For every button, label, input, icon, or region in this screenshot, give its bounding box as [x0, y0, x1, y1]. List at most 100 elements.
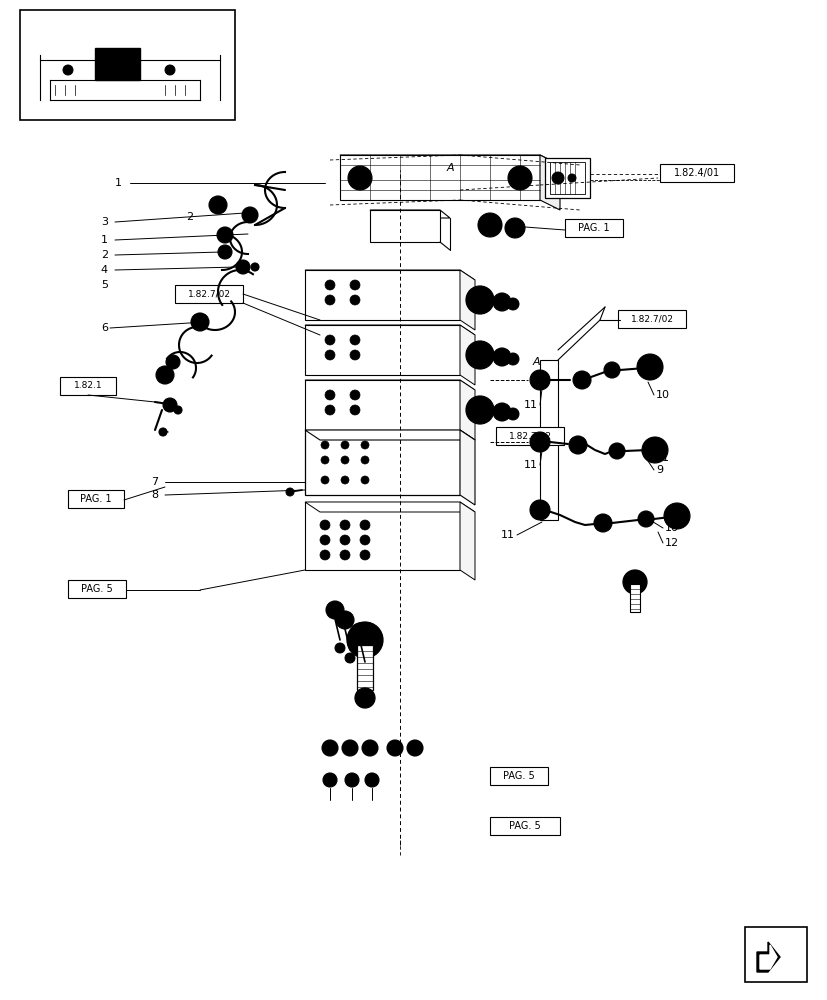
Text: PAG. 1: PAG. 1	[80, 494, 112, 504]
Circle shape	[160, 370, 170, 380]
Circle shape	[360, 520, 370, 530]
Bar	[356, 645, 372, 690]
Polygon shape	[304, 325, 475, 335]
Circle shape	[355, 627, 365, 637]
Text: 1.82.7/02: 1.82.7/02	[508, 432, 551, 440]
Circle shape	[534, 375, 544, 385]
Polygon shape	[460, 380, 475, 440]
Polygon shape	[759, 945, 776, 969]
Text: PAG. 5: PAG. 5	[81, 584, 112, 594]
Bar	[629, 584, 639, 612]
Circle shape	[165, 65, 174, 75]
Text: 8: 8	[151, 490, 158, 500]
Bar	[744, 927, 806, 982]
Circle shape	[321, 456, 328, 464]
Circle shape	[323, 773, 337, 787]
Circle shape	[221, 231, 229, 239]
Circle shape	[504, 218, 524, 238]
Text: 2: 2	[186, 212, 194, 222]
Polygon shape	[460, 325, 475, 385]
Circle shape	[347, 622, 383, 658]
Bar	[370, 210, 439, 242]
Circle shape	[345, 773, 359, 787]
Circle shape	[534, 505, 544, 515]
Circle shape	[492, 293, 510, 311]
Polygon shape	[304, 380, 475, 390]
Text: 9: 9	[655, 465, 662, 475]
Circle shape	[350, 390, 360, 400]
Circle shape	[350, 280, 360, 290]
Circle shape	[567, 174, 576, 182]
Circle shape	[335, 643, 345, 653]
Text: 1.82.4/01: 1.82.4/01	[673, 168, 719, 178]
Polygon shape	[340, 155, 539, 200]
Text: 5: 5	[101, 280, 108, 290]
Bar	[304, 325, 460, 375]
Circle shape	[251, 263, 259, 271]
Text: PAG. 1: PAG. 1	[577, 223, 609, 233]
Text: 11: 11	[523, 460, 538, 470]
Circle shape	[477, 213, 501, 237]
Circle shape	[195, 317, 205, 327]
Text: 6: 6	[101, 323, 108, 333]
Circle shape	[326, 601, 343, 619]
Circle shape	[345, 653, 355, 663]
Text: 1: 1	[101, 235, 108, 245]
Circle shape	[326, 744, 333, 752]
Text: 10: 10	[655, 390, 669, 400]
Circle shape	[325, 295, 335, 305]
Circle shape	[325, 335, 335, 345]
Circle shape	[471, 292, 487, 308]
Circle shape	[410, 744, 418, 752]
Polygon shape	[539, 155, 559, 210]
Bar	[544, 158, 590, 198]
Circle shape	[612, 447, 620, 455]
Bar	[68, 490, 124, 508]
Circle shape	[319, 520, 330, 530]
Circle shape	[641, 437, 667, 463]
Polygon shape	[370, 210, 449, 218]
Text: PAG. 5: PAG. 5	[509, 821, 540, 831]
Circle shape	[466, 286, 494, 314]
Circle shape	[534, 437, 544, 447]
Bar	[495, 427, 563, 445]
Circle shape	[342, 740, 357, 756]
Bar	[304, 270, 460, 320]
Circle shape	[163, 398, 177, 412]
Circle shape	[350, 405, 360, 415]
Text: 3: 3	[101, 217, 108, 227]
Circle shape	[348, 776, 355, 784]
Circle shape	[350, 335, 360, 345]
Text: 2: 2	[101, 250, 108, 260]
Circle shape	[361, 441, 369, 449]
Text: 7: 7	[151, 477, 158, 487]
Circle shape	[174, 406, 182, 414]
Circle shape	[506, 298, 519, 310]
Circle shape	[191, 313, 208, 331]
Bar	[304, 380, 460, 430]
Circle shape	[330, 605, 340, 615]
Circle shape	[466, 396, 494, 424]
Circle shape	[170, 359, 176, 365]
Bar	[60, 377, 116, 395]
Circle shape	[322, 740, 337, 756]
Bar	[564, 219, 622, 237]
Circle shape	[593, 514, 611, 532]
Bar	[20, 10, 235, 120]
Circle shape	[513, 171, 526, 185]
Circle shape	[361, 476, 369, 484]
Circle shape	[366, 744, 374, 752]
Circle shape	[325, 280, 335, 290]
Circle shape	[386, 740, 403, 756]
Circle shape	[573, 440, 582, 450]
Circle shape	[325, 350, 335, 360]
Circle shape	[341, 441, 348, 449]
Circle shape	[471, 347, 487, 363]
Bar	[549, 162, 585, 194]
Text: 1.82.7/02: 1.82.7/02	[187, 290, 230, 298]
Circle shape	[471, 402, 487, 418]
Circle shape	[506, 353, 519, 365]
Circle shape	[361, 740, 378, 756]
Circle shape	[340, 520, 350, 530]
Polygon shape	[460, 502, 475, 580]
